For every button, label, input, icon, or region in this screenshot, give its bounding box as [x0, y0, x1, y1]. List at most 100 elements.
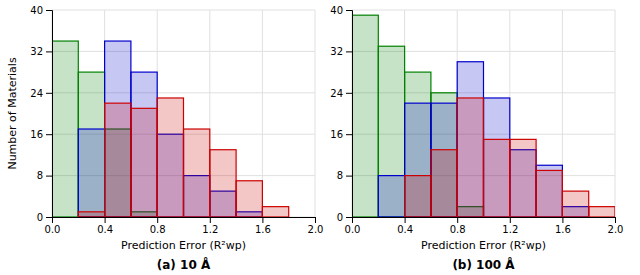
- tick: 40: [330, 5, 352, 16]
- tick-label: 0: [37, 212, 43, 223]
- tick: 16: [30, 129, 52, 140]
- tick-mark: [346, 134, 352, 135]
- histogram-bar: [536, 165, 562, 217]
- histogram-bar: [184, 129, 210, 217]
- histogram-bar: [457, 62, 483, 217]
- panel: 0.00.40.81.21.62.00816243240Prediction E…: [330, 5, 623, 272]
- tick: 8: [337, 170, 352, 181]
- tick-label: 0.0: [345, 224, 361, 235]
- y-axis-title: Number of Materials: [6, 57, 19, 169]
- histogram-bar: [52, 41, 78, 217]
- histogram-bar: [378, 216, 404, 217]
- histogram-bar: [536, 170, 562, 217]
- tick-label: 2.0: [308, 224, 324, 235]
- tick: 0.0: [345, 217, 361, 235]
- histogram-bar: [431, 93, 457, 217]
- tick-mark: [615, 217, 616, 223]
- histogram-bar: [378, 176, 404, 217]
- histogram-bar: [52, 216, 78, 217]
- histogram-bar: [289, 216, 315, 217]
- histogram-bar: [352, 216, 378, 217]
- tick-label: 0.0: [45, 224, 61, 235]
- tick-label: 1.6: [555, 224, 571, 235]
- histogram-bar: [105, 103, 131, 217]
- tick: 0.8: [150, 217, 166, 235]
- histogram-bar: [157, 98, 183, 217]
- tick-label: 1.2: [502, 224, 518, 235]
- tick: 2.0: [608, 217, 624, 235]
- tick: 8: [37, 170, 52, 181]
- tick-mark: [457, 217, 458, 223]
- histogram-bar: [405, 72, 431, 217]
- histogram-bar: [431, 150, 457, 217]
- histogram-bar: [262, 207, 288, 217]
- tick-label: 0.4: [397, 224, 413, 235]
- tick: 1.6: [555, 217, 571, 235]
- histogram-bar: [589, 207, 615, 217]
- x-axis-title: Prediction Error (R²wp): [421, 239, 546, 252]
- histogram-bar: [78, 129, 104, 217]
- tick: 16: [330, 129, 352, 140]
- series: [405, 98, 615, 217]
- tick-label: 8: [337, 170, 343, 181]
- grid-line: [615, 10, 616, 217]
- grid: [352, 10, 615, 217]
- tick-mark: [210, 217, 211, 223]
- series: [52, 41, 157, 217]
- grid-line: [52, 10, 315, 11]
- histogram-bar: [52, 216, 78, 217]
- tick-label: 24: [330, 88, 343, 99]
- axis-line: [346, 11, 353, 218]
- y-axis: 0816243240: [330, 5, 352, 223]
- histogram-bar: [131, 108, 157, 217]
- tick-label: 24: [30, 88, 43, 99]
- tick: 32: [30, 46, 52, 57]
- histogram-bar: [78, 72, 104, 217]
- grid-line: [352, 10, 615, 11]
- histogram-bar: [431, 103, 457, 217]
- tick: 2.0: [308, 217, 324, 235]
- tick-mark: [105, 217, 106, 223]
- grid-line: [52, 51, 315, 52]
- tick: 0.4: [397, 217, 413, 235]
- x-axis-title: Prediction Error (R²wp): [121, 239, 246, 252]
- series: [352, 15, 484, 217]
- tick-mark: [346, 10, 352, 11]
- x-axis: 0.0 0.4 0.8 1.2 1.6 2.0: [345, 217, 624, 235]
- tick-label: 1.6: [255, 224, 271, 235]
- tick-mark: [346, 217, 352, 218]
- tick-label: 32: [30, 46, 43, 57]
- histogram-bar: [210, 150, 236, 217]
- tick-mark: [562, 217, 563, 223]
- series: [78, 41, 262, 217]
- tick: 0.8: [450, 217, 466, 235]
- tick-mark: [262, 217, 263, 223]
- tick-mark: [346, 176, 352, 177]
- axis-line: [46, 11, 53, 218]
- histogram-bar: [105, 41, 131, 217]
- grid: [52, 10, 315, 217]
- panel-title: (a) 10 Å: [157, 257, 211, 272]
- histogram-bar: [378, 46, 404, 217]
- tick: 1.2: [502, 217, 518, 235]
- histogram-bar: [510, 139, 536, 217]
- tick: 0.0: [45, 217, 61, 235]
- grid-line: [315, 10, 316, 217]
- tick: 0: [337, 212, 352, 223]
- y-axis: 0816243240: [30, 5, 52, 223]
- tick-label: 8: [37, 170, 43, 181]
- histogram-bar: [405, 103, 431, 217]
- bars: [352, 15, 615, 217]
- tick-mark: [346, 51, 352, 52]
- histogram-bar: [352, 216, 378, 217]
- tick-label: 2.0: [608, 224, 624, 235]
- histogram-bar: [405, 176, 431, 217]
- tick-mark: [405, 217, 406, 223]
- x-axis: 0.00.40.81.21.62.0: [45, 217, 324, 235]
- tick-label: 0.8: [450, 224, 466, 235]
- tick-label: 0.8: [150, 224, 166, 235]
- histogram-bar: [289, 216, 315, 217]
- tick-label: 0: [337, 212, 343, 223]
- tick: 24: [30, 88, 52, 99]
- tick-label: 1.2: [202, 224, 218, 235]
